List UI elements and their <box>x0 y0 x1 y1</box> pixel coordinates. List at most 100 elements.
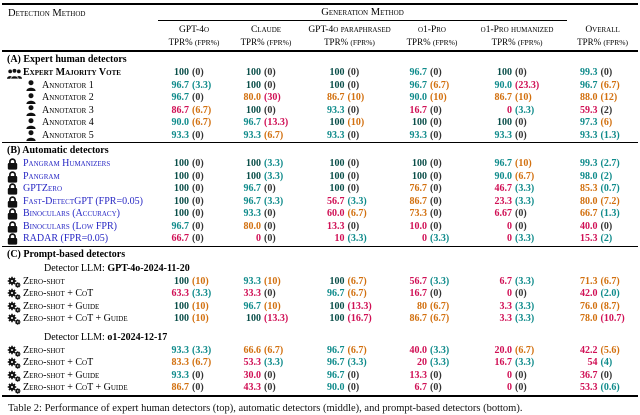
fpr-value: (0) <box>192 369 204 381</box>
fpr-value: (6.7) <box>264 129 284 141</box>
fpr-value: (10) <box>192 300 209 312</box>
table-row: GPTZero 100 (0) 96.7 (0) 100 (0) 76.7 (0) 46.7 (3.… <box>2 183 638 196</box>
tpr-value: 100 <box>174 208 189 219</box>
fpr-value: (1.3) <box>600 208 620 219</box>
method-label: RADAR (FPR=0.05) <box>23 233 109 244</box>
tpr-value: 71.3 <box>580 275 598 287</box>
method-label: Zero-shot <box>23 275 65 287</box>
result-cell: 6.67 (0) <box>467 208 567 221</box>
result-cell: 100 (0) <box>302 183 397 196</box>
tpr-value: 100 <box>329 79 345 91</box>
result-cell: 3.3 (3.3) <box>467 313 567 326</box>
column-header-overall: Overall <box>585 24 620 35</box>
tpr-value: 53.3 <box>243 357 262 368</box>
fpr-value: (6.7) <box>347 208 367 219</box>
method-label: Fast-DetectGPT (FPR=0.05) <box>23 195 143 207</box>
result-cell: 63.3 (3.3) <box>158 288 230 301</box>
fpr-value: (0) <box>264 382 276 393</box>
fpr-value: (0) <box>430 382 442 393</box>
fpr-value: (6.7) <box>347 288 367 299</box>
tpr-value: 96.7 <box>243 183 262 194</box>
fpr-value: (16.7) <box>347 313 372 324</box>
result-cell: 0 (3.3) <box>467 105 567 118</box>
result-cell: 100 (6.7) <box>302 276 397 289</box>
method-label: Annotator 2 <box>42 92 94 103</box>
tpr-value: 100 <box>174 183 189 194</box>
fpr-value: (0) <box>430 220 442 232</box>
result-cell: 96.7 (0) <box>302 370 397 383</box>
tpr-value: 66.6 <box>243 344 262 356</box>
result-cell: 100 (0) <box>158 67 230 80</box>
result-cell: 96.7 (0) <box>158 92 230 105</box>
result-cell: 99.3 (0) <box>567 67 638 80</box>
table-row: Annotator 3 86.7 (6.7) 100 (0) 93.3 (0) 16.7 (0)… <box>2 105 638 118</box>
fpr-value: (0) <box>264 220 276 232</box>
section-title: (B) Automatic detectors <box>2 142 639 158</box>
tpr-value: 100 <box>174 170 189 182</box>
metric-header: TPR% (FPR%) <box>230 37 302 52</box>
result-cell: 86.7 (0) <box>158 382 230 396</box>
result-cell: 33.3 (0) <box>230 288 302 301</box>
fpr-value: (0) <box>192 233 204 244</box>
fpr-value: (6) <box>600 117 613 128</box>
result-cell: 98.0 (2) <box>567 171 638 184</box>
tpr-value: 98.0 <box>580 170 598 182</box>
method-cell: Zero-shot <box>2 276 158 289</box>
tpr-value: 3.3 <box>499 300 513 312</box>
fpr-value: (0) <box>347 79 360 91</box>
results-table: Detection Method Generation Method GPT-4… <box>2 3 639 397</box>
result-cell: 10.0 (0) <box>397 221 467 234</box>
fpr-value: (0) <box>430 369 442 381</box>
section-title-row: (A) Expert human detectors <box>2 51 638 67</box>
fpr-value: (10) <box>264 300 281 312</box>
method-label: Zero-shot + Guide <box>23 300 100 312</box>
tpr-value: 100 <box>246 67 261 78</box>
tpr-value: 6.67 <box>494 208 513 219</box>
method-cell: Zero-shot + CoT <box>2 288 158 301</box>
tpr-value: 96.7 <box>243 195 262 207</box>
fpr-value: (2) <box>600 170 613 182</box>
fpr-value: (0) <box>264 369 276 381</box>
fpr-value: (0) <box>264 233 276 244</box>
user-icon <box>26 130 42 142</box>
tpr-value: 100 <box>246 313 261 324</box>
fpr-value: (0) <box>515 129 527 141</box>
result-cell: 96.7 (6.7) <box>397 80 467 93</box>
table-row: Zero-shot + CoT 63.3 (3.3) 33.3 (0) 96.7 (6.7)… <box>2 288 638 301</box>
method-cell: Expert Majority Vote <box>2 67 158 80</box>
tpr-value: 100 <box>246 170 261 182</box>
column-header-o1-pro-humanized: o1-Pro humanized <box>480 25 554 35</box>
result-cell: 80.0 (30) <box>230 92 302 105</box>
metric-header: TPR% (FPR%) <box>302 37 397 52</box>
tpr-value: 53.3 <box>580 382 598 393</box>
fpr-value: (3.3) <box>264 170 284 182</box>
lock-icon <box>7 208 23 220</box>
fpr-value: (3.3) <box>192 79 212 91</box>
fpr-value: (0) <box>264 104 276 116</box>
fpr-value: (3.3) <box>347 195 367 207</box>
detector-llm-prefix: Detector LLM: <box>44 262 108 274</box>
table-row: Zero-shot + CoT + Guide 100 (10) 100 (13.3) 1… <box>2 313 638 326</box>
result-cell: 100 (0) <box>302 80 397 93</box>
tpr-value: 100 <box>246 104 261 116</box>
fpr-value: (0) <box>192 67 204 78</box>
result-cell: 0 (0) <box>467 382 567 396</box>
result-cell: 100 (10) <box>302 117 397 130</box>
tpr-value: 85.3 <box>580 183 598 194</box>
fpr-value: (0) <box>347 220 360 232</box>
tpr-value: 100 <box>329 183 345 194</box>
tpr-value: 100 <box>174 300 189 312</box>
result-cell: 78.0 (10.7) <box>567 313 638 326</box>
tpr-value: 10 <box>334 233 345 244</box>
tpr-value: 99.3 <box>580 67 598 78</box>
result-cell: 100 (0) <box>467 117 567 130</box>
tpr-value: 13.3 <box>409 369 428 381</box>
result-cell: 100 (0) <box>158 171 230 184</box>
table-row: Zero-shot 93.3 (3.3) 66.6 (6.7) 96.7 (6.7) 40.0… <box>2 345 638 358</box>
fpr-value: (6.7) <box>264 344 284 356</box>
result-cell: 3.3 (3.3) <box>467 301 567 314</box>
result-cell: 88.0 (12) <box>567 92 638 105</box>
metric-header: TPR% (FPR%) <box>567 37 639 52</box>
user-icon <box>26 117 42 129</box>
result-cell: 96.7 (10) <box>467 158 567 171</box>
